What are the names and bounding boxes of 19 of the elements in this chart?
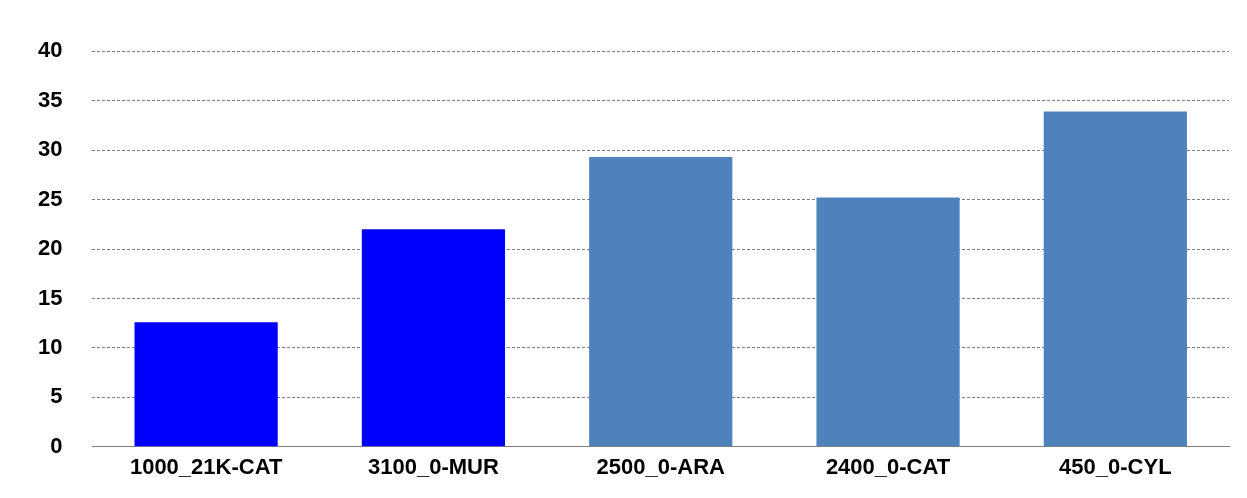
y-tick-label: 40 [37, 37, 63, 63]
x-tick-label: 2400_0-CAT [825, 454, 951, 480]
bar [816, 197, 960, 447]
y-tick-label: 30 [37, 136, 63, 162]
x-tick-label: 1000_21K-CAT [129, 454, 283, 480]
x-tick-label: 3100_0-MUR [368, 454, 499, 480]
y-tick-label: 0 [50, 432, 63, 458]
x-tick-label: 2500_0-ARA [596, 454, 726, 480]
x-tick-label: 450_0-CYL [1059, 454, 1172, 480]
y-tick-label: 20 [37, 235, 63, 261]
bar [134, 322, 278, 447]
y-tick-label: 15 [37, 284, 63, 310]
y-tick-label: 10 [37, 333, 63, 359]
bar [589, 157, 733, 447]
y-tick-label: 5 [50, 383, 63, 409]
bar [1043, 111, 1187, 447]
bar [361, 229, 506, 447]
y-tick-label: 35 [37, 86, 63, 112]
y-tick-label: 25 [37, 185, 63, 211]
